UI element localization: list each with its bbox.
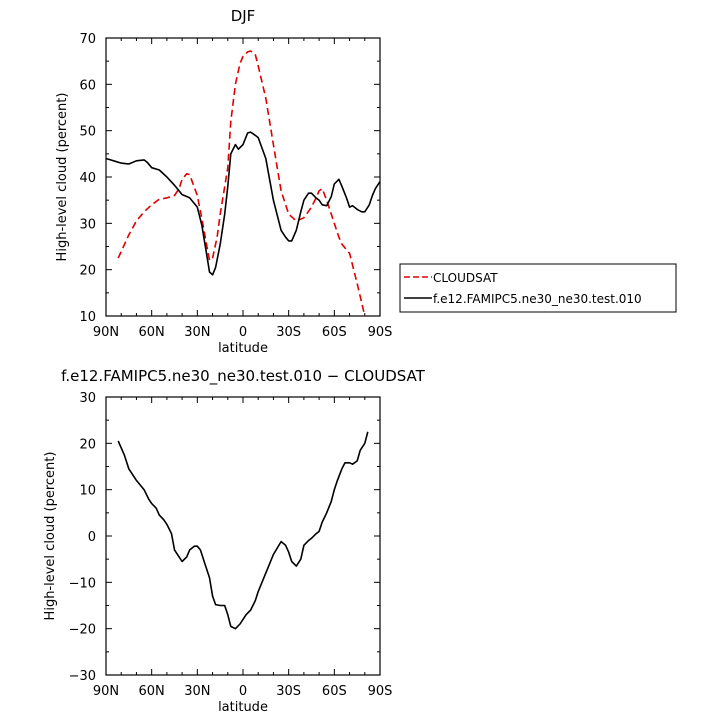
chart-title: DJF	[231, 7, 256, 25]
y-axis-label: High-level cloud (percent)	[43, 452, 58, 621]
x-tick-label: 60N	[139, 325, 165, 340]
x-tick-label: 60S	[322, 684, 347, 699]
x-axis-label: latitude	[218, 700, 268, 715]
y-tick-label: 30	[79, 391, 96, 406]
x-tick-label: 30S	[276, 684, 301, 699]
y-tick-label: 70	[79, 32, 96, 47]
y-tick-label: 60	[79, 78, 96, 93]
x-tick-label: 30N	[184, 684, 210, 699]
y-tick-label: 10	[79, 484, 96, 499]
series-line-cloudsat	[118, 51, 365, 316]
y-tick-label: 10	[79, 310, 96, 325]
y-tick-label: −20	[69, 623, 96, 638]
x-tick-label: 90N	[93, 684, 119, 699]
x-axis-label: latitude	[218, 341, 268, 356]
series-line-f-e12-famipc5-ne30-ne30-test-010	[106, 132, 380, 275]
y-tick-label: 20	[79, 437, 96, 452]
plot-frame	[106, 397, 380, 675]
plot-frame	[106, 38, 380, 316]
x-tick-label: 0	[239, 325, 247, 340]
series-line-difference	[118, 432, 368, 629]
y-tick-label: 20	[79, 264, 96, 279]
x-tick-label: 60S	[322, 325, 347, 340]
y-tick-label: −10	[69, 576, 96, 591]
legend-label: CLOUDSAT	[433, 271, 498, 285]
x-tick-label: 30S	[276, 325, 301, 340]
y-tick-label: 40	[79, 171, 96, 186]
y-tick-label: 50	[79, 125, 96, 140]
y-tick-label: 0	[88, 530, 96, 545]
x-tick-label: 60N	[139, 684, 165, 699]
y-tick-label: −30	[69, 669, 96, 684]
bottom-panel: 90N 60N 30N 0 30S 60S 90S −30 −20 −10 0 10 20 30 f.e12…	[43, 367, 426, 715]
x-tick-label: 0	[239, 684, 247, 699]
y-axis-label: High-level cloud (percent)	[55, 93, 70, 262]
x-tick-label: 30N	[184, 325, 210, 340]
chart-title: f.e12.FAMIPC5.ne30_ne30.test.010 − CLOUD…	[61, 367, 425, 386]
legend: CLOUDSAT f.e12.FAMIPC5.ne30_ne30.test.010	[400, 264, 676, 312]
x-tick-label: 90N	[93, 325, 119, 340]
y-tick-label: 30	[79, 217, 96, 232]
top-panel: 90N 60N 30N 0 30S 60S 90S 10 20 30 40 50 60 70 DJF lati…	[55, 7, 392, 356]
x-tick-label: 90S	[368, 684, 393, 699]
legend-label: f.e12.FAMIPC5.ne30_ne30.test.010	[433, 292, 642, 306]
x-tick-label: 90S	[368, 325, 393, 340]
